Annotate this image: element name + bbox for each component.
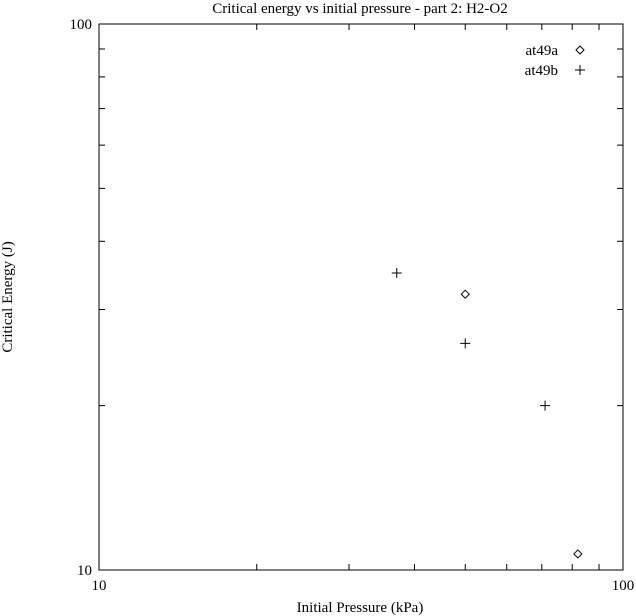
axis-ticks (98, 23, 624, 571)
legend-label: at49a (526, 43, 559, 59)
y-tick-label: 100 (70, 17, 93, 33)
legend-marker (575, 65, 585, 75)
x-axis-label: Initial Pressure (kPa) (297, 600, 424, 616)
x-tick-label: 10 (92, 578, 107, 594)
axis-tick-labels: 10 100 10 100 (70, 17, 635, 594)
data-point (540, 400, 551, 411)
plot-frame (98, 23, 624, 571)
data-points (391, 267, 583, 559)
y-tick-label: 10 (77, 563, 92, 579)
chart-title: Critical energy vs initial pressure - pa… (212, 1, 507, 17)
series-at49a (460, 289, 583, 559)
data-point (460, 338, 471, 349)
series-at49b (391, 267, 551, 411)
data-point (460, 289, 470, 299)
data-point (391, 267, 402, 278)
y-axis-label: Critical Energy (J) (0, 241, 16, 352)
legend-label: at49b (525, 63, 558, 79)
legend-marker (575, 45, 585, 55)
x-tick-label: 100 (612, 578, 635, 594)
legend: at49a at49b (525, 43, 585, 79)
data-point (573, 549, 583, 559)
